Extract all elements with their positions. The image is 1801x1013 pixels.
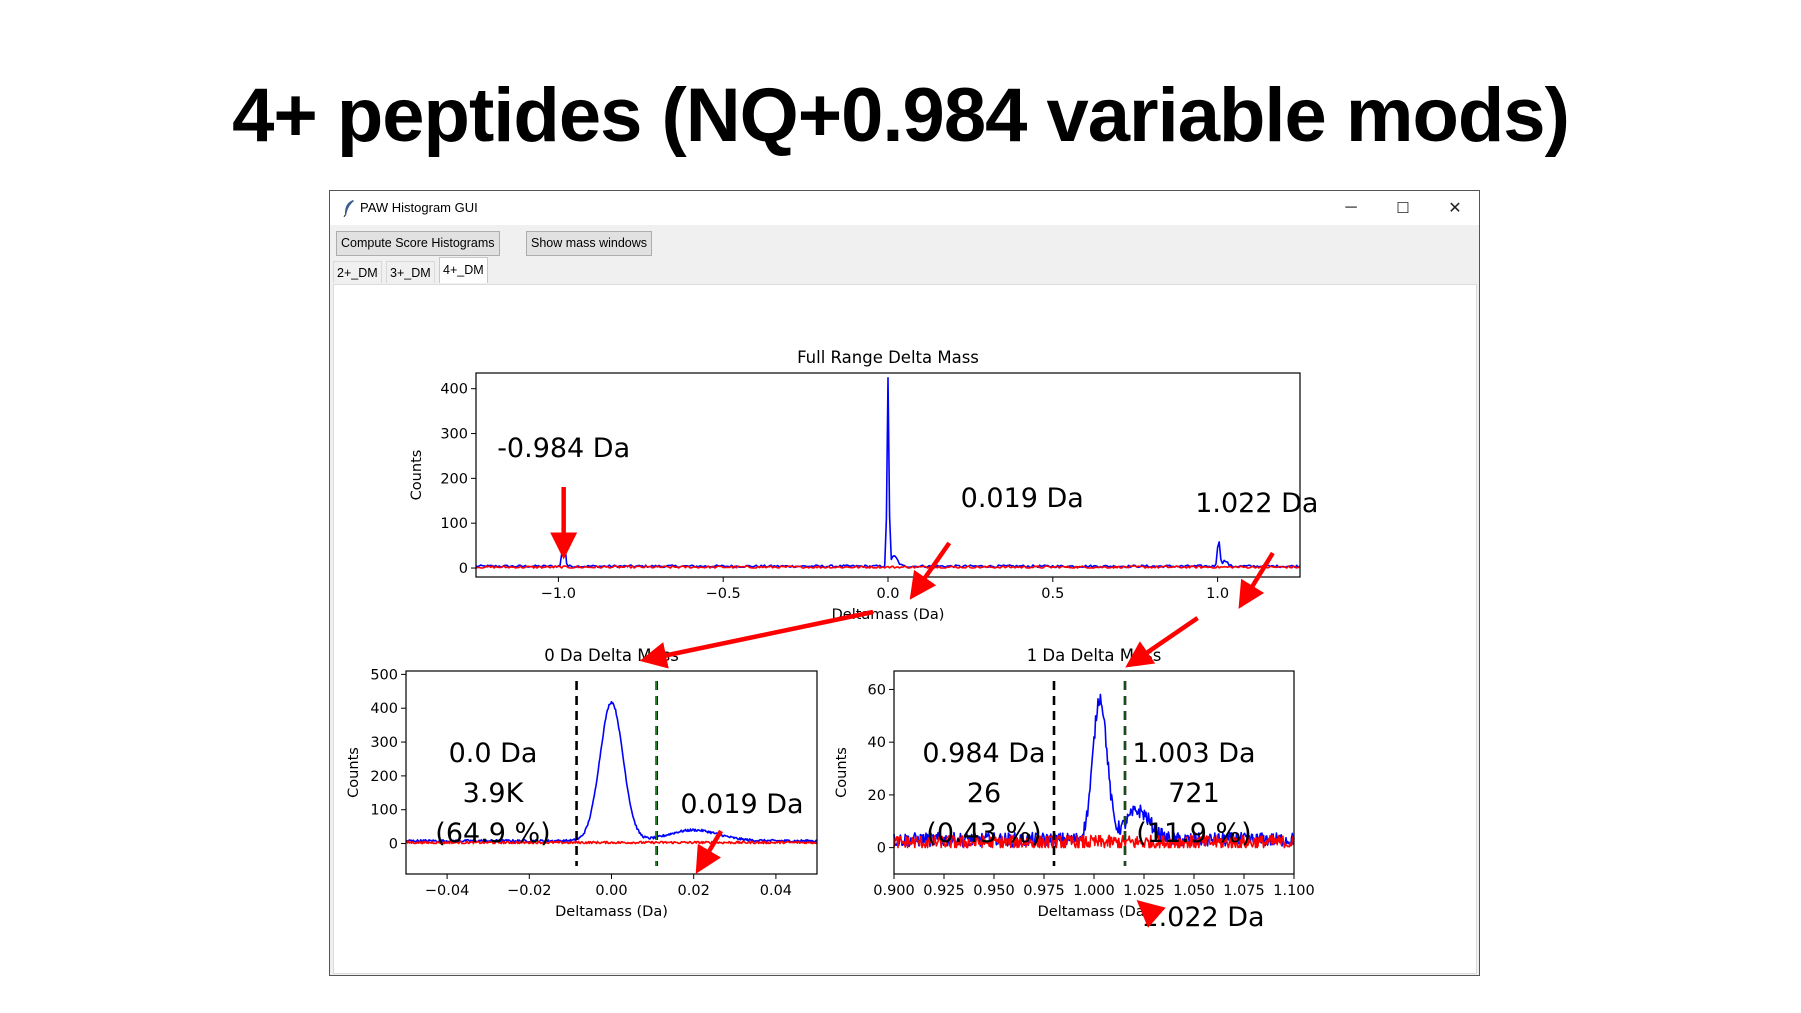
x-tick-label: −1.0 — [541, 586, 576, 602]
y-tick-label: 40 — [868, 735, 886, 751]
x-tick-label: −0.5 — [706, 586, 741, 602]
close-button[interactable]: ✕ — [1448, 200, 1462, 217]
window-title: PAW Histogram GUI — [360, 200, 478, 215]
chart-title: Full Range Delta Mass — [797, 348, 979, 367]
zoom-arrow-0da — [639, 609, 874, 669]
tab-2-dm[interactable]: 2+_DM — [333, 261, 382, 283]
x-tick-label: 0.02 — [678, 883, 710, 899]
annotation-arrow — [695, 829, 723, 874]
x-tick-label: 0.975 — [1023, 883, 1065, 899]
y-tick-label: 60 — [868, 682, 886, 698]
y-tick-label: 0 — [877, 841, 886, 857]
x-tick-label: 1.050 — [1173, 883, 1215, 899]
x-tick-label: 0.04 — [760, 883, 792, 899]
target-series-line — [406, 700, 818, 843]
annotation-arrow — [909, 541, 952, 600]
chart-1: 0 Da Delta Mass−0.04 −0.02 0.00 0.02 0.04010… — [346, 646, 818, 920]
tab-3-dm[interactable]: 3+_DM — [386, 261, 435, 283]
y-axis-label: Counts — [834, 747, 850, 798]
x-tick-label: −0.02 — [507, 883, 551, 899]
y-tick-label: 0 — [459, 561, 468, 577]
target-series-line — [893, 693, 1295, 848]
x-tick-label: 1.025 — [1123, 883, 1165, 899]
x-tick-label: 0.5 — [1041, 586, 1064, 602]
target-series-line — [475, 377, 1301, 569]
x-axis-label: Deltamass (Da) — [555, 904, 668, 920]
window-annotation: 0.0 Da 3.9K (64.9 %) — [435, 738, 550, 849]
y-tick-label: 300 — [440, 427, 468, 443]
annotation-label: -0.984 Da — [497, 433, 630, 464]
window-annotation: 1.003 Da 721 (11.9 %) — [1132, 738, 1255, 849]
y-tick-label: 20 — [868, 788, 886, 804]
annotation-label: 1.022 Da — [1195, 488, 1318, 519]
maximize-button[interactable]: ☐ — [1396, 200, 1410, 217]
app-window: PAW Histogram GUI ─ ☐ ✕ Compute Score Hi… — [329, 190, 1480, 976]
x-tick-label: 1.100 — [1273, 883, 1315, 899]
y-tick-label: 400 — [370, 701, 398, 717]
y-tick-label: 0 — [389, 837, 398, 853]
y-tick-label: 200 — [440, 471, 468, 487]
slide-title: 4+ peptides (NQ+0.984 variable mods) — [232, 73, 1570, 158]
y-tick-label: 400 — [440, 382, 468, 398]
decoy-series-line — [893, 834, 1295, 849]
histogram-figure: Full Range Delta Mass −1.0 −0.5 0.0 0.5 1.0 0 1… — [346, 348, 1318, 933]
y-tick-label: 100 — [440, 516, 468, 532]
plot-area: Full Range Delta Mass −1.0 −0.5 0.0 0.5 1.0 0 1… — [333, 284, 1477, 974]
x-tick-label: 0.925 — [923, 883, 965, 899]
y-tick-label: 100 — [370, 803, 398, 819]
annotation-arrow — [1136, 900, 1166, 928]
x-tick-label: 1.000 — [1073, 883, 1115, 899]
window-annotation: 0.984 Da 26 (0.43 %) — [922, 738, 1045, 849]
compute-score-histograms-button[interactable]: Compute Score Histograms — [336, 231, 500, 256]
tab-4-dm[interactable]: 4+_DM — [439, 257, 488, 283]
minimize-button[interactable]: ─ — [1345, 199, 1357, 216]
annotation-label: 0.019 Da — [680, 789, 803, 820]
decoy-series-line — [405, 840, 818, 845]
x-axis-label: Deltamass (Da) — [1038, 904, 1151, 920]
annotation-label: 1.022 Da — [1141, 902, 1264, 933]
y-tick-label: 300 — [370, 735, 398, 751]
x-axis-label: Deltamass (Da) — [832, 607, 945, 623]
show-mass-windows-button[interactable]: Show mass windows — [526, 231, 653, 256]
x-tick-label: 0.900 — [873, 883, 915, 899]
x-tick-label: 0.950 — [973, 883, 1015, 899]
y-axis-label: Counts — [346, 747, 362, 798]
chart-0: Full Range Delta Mass −1.0 −0.5 0.0 0.5 1.0 0 1… — [409, 348, 1301, 623]
zoom-arrow-1da — [1125, 616, 1199, 668]
annotation-arrow — [1238, 551, 1275, 609]
y-axis-label: Counts — [409, 450, 425, 501]
decoy-series-line — [475, 565, 1301, 569]
x-tick-label: 0.0 — [876, 586, 899, 602]
window-titlebar: PAW Histogram GUI ─ ☐ ✕ — [330, 191, 1479, 225]
x-tick-label: 1.075 — [1223, 883, 1265, 899]
x-tick-label: 1.0 — [1206, 586, 1229, 602]
feather-icon — [343, 200, 354, 217]
annotation-label: 0.019 Da — [961, 483, 1084, 514]
y-tick-label: 200 — [370, 769, 398, 785]
y-tick-label: 500 — [370, 667, 398, 683]
x-tick-label: −0.04 — [425, 883, 469, 899]
x-tick-label: 0.00 — [595, 883, 627, 899]
